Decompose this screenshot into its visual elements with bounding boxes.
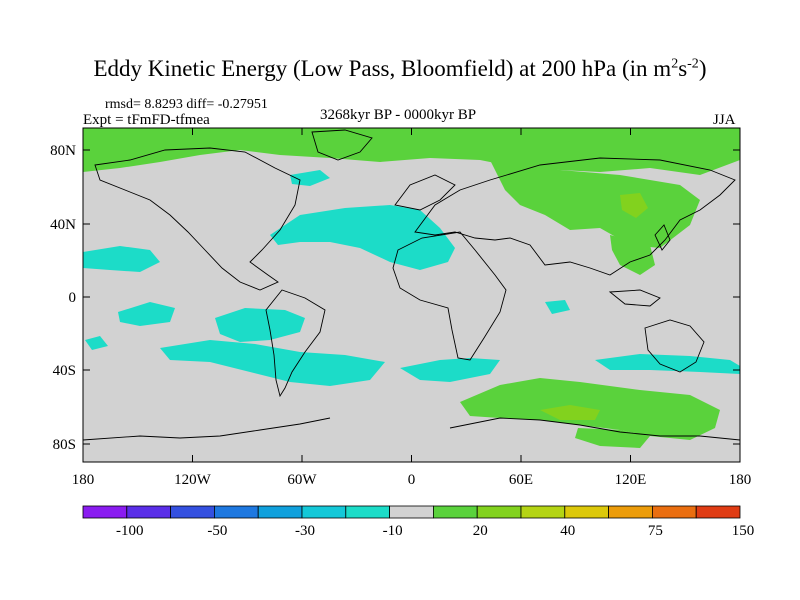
colorbar-swatch: [82, 505, 128, 519]
colorbar-swatch: [520, 505, 566, 519]
colorbar-label: -100: [116, 523, 144, 539]
lat-tick-label: 80N: [50, 143, 76, 159]
colorbar-swatch: [170, 505, 215, 519]
colorbar-label: 40: [560, 523, 575, 539]
period-label: 3268kyr BP - 0000kyr BP: [320, 107, 477, 123]
experiment-label: Expt = tFmFD-tfmea: [83, 112, 210, 128]
latitude-ticks: 80N 40N 0 40S 80S: [50, 143, 740, 453]
colorbar-label: 150: [732, 523, 755, 539]
colorbar-swatch: [608, 505, 653, 519]
lon-tick-label: 0: [408, 472, 416, 488]
lat-tick-label: 40S: [53, 363, 76, 379]
colorbar-swatch: [432, 505, 478, 519]
lat-tick-label: 0: [69, 290, 77, 306]
colorbar: [82, 505, 741, 519]
colorbar-swatch: [476, 505, 522, 519]
coastlines: [83, 129, 740, 441]
lon-tick-label: 120W: [174, 472, 212, 488]
lon-tick-label: 120E: [615, 472, 647, 488]
chart-title: Eddy Kinetic Energy (Low Pass, Bloomfiel…: [93, 56, 707, 81]
light-green-regions: [540, 193, 648, 420]
colorbar-swatch: [345, 505, 390, 519]
season-label: JJA: [713, 112, 736, 128]
colorbar-label: -10: [383, 523, 403, 539]
colorbar-swatch: [564, 505, 609, 519]
colorbar-swatch: [257, 505, 303, 519]
colorbar-swatch: [695, 505, 741, 519]
colorbar-swatch: [213, 505, 259, 519]
lon-tick-label: 60W: [287, 472, 317, 488]
colorbar-swatch: [389, 505, 434, 519]
colorbar-label: -30: [295, 523, 315, 539]
lat-tick-label: 40N: [50, 217, 76, 233]
colorbar-label: -50: [207, 523, 227, 539]
map-field: [83, 128, 740, 462]
colorbar-label: 75: [648, 523, 663, 539]
positive-anomaly-regions: [83, 128, 740, 448]
colorbar-swatch: [126, 505, 172, 519]
colorbar-swatch: [652, 505, 697, 519]
negative-anomaly-regions: [83, 170, 740, 386]
lon-tick-label: 60E: [509, 472, 533, 488]
stats-line: rmsd= 8.8293 diff= -0.27951: [105, 97, 268, 112]
colorbar-swatch: [301, 505, 347, 519]
colorbar-label: 20: [473, 523, 488, 539]
lon-tick-label: 180: [729, 472, 752, 488]
longitude-ticks: 180 120W 60W 0 60E 120E 180: [72, 128, 752, 488]
colorbar-labels: -100 -50 -30 -10 20 40 75 150: [116, 523, 754, 539]
lat-tick-label: 80S: [53, 437, 76, 453]
lon-tick-label: 180: [72, 472, 95, 488]
